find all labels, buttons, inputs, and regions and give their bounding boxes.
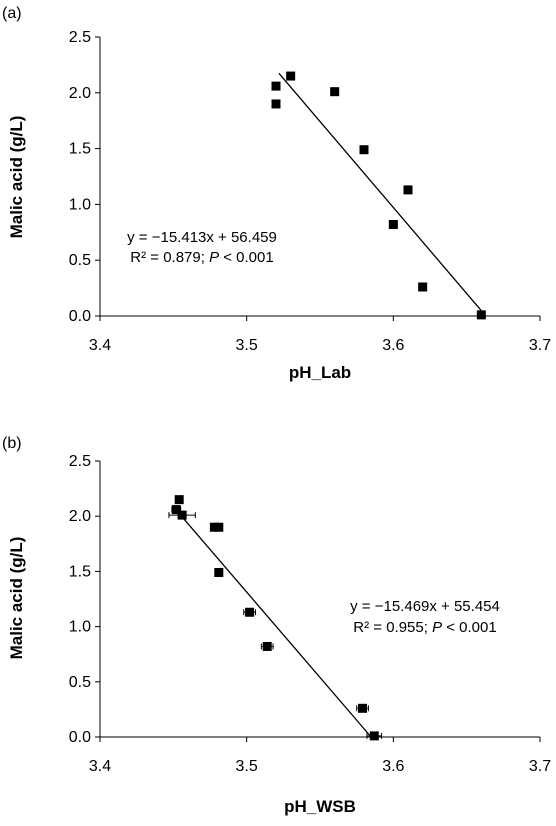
panel-a-y-tick-label: 2.5 bbox=[69, 29, 91, 46]
panel-a-x-tick-label: 3.5 bbox=[236, 337, 258, 354]
panel-a-data-point bbox=[286, 71, 296, 81]
panel-b-p-value: < 0.001 bbox=[442, 619, 497, 636]
panel-b-y-ticks: 0.0 0.5 1.0 1.5 2.0 2.5 bbox=[69, 453, 100, 746]
panel-a-x-tick-label: 3.6 bbox=[382, 337, 404, 354]
panel-b-data-point bbox=[358, 703, 368, 713]
panel-a-y-tick-label: 2.0 bbox=[69, 85, 91, 102]
panel-b-y-tick-label: 0.5 bbox=[69, 674, 91, 691]
panel-a-y-tick-label: 1.0 bbox=[69, 196, 91, 213]
panel-a-r2: R² = 0.879; bbox=[130, 249, 209, 266]
panel-b-data-point bbox=[369, 731, 379, 741]
panel-a-y-tick-label: 0.5 bbox=[69, 252, 91, 269]
panel-a-x-tick-label: 3.7 bbox=[529, 337, 551, 354]
panel-b-r2: R² = 0.955; bbox=[353, 619, 432, 636]
panel-a-data-point bbox=[271, 81, 281, 91]
panel-a-stats: R² = 0.879; P < 0.001 bbox=[130, 249, 273, 266]
panel-b-x-tick-label: 3.6 bbox=[382, 758, 404, 775]
panel-a-y-tick-label: 0.0 bbox=[69, 308, 91, 325]
panel-a-trendline bbox=[278, 72, 482, 312]
panel-a-data-point bbox=[388, 219, 398, 229]
panel-b-y-axis-label: Malic acid (g/L) bbox=[7, 537, 26, 660]
panel-a-p-label: P bbox=[209, 249, 219, 266]
panel-a-label: (a) bbox=[2, 5, 22, 22]
panel-b-y-tick-label: 1.5 bbox=[69, 563, 91, 580]
panel-b-data-point bbox=[245, 607, 255, 617]
panel-a-x-ticks: 3.4 3.5 3.6 3.7 bbox=[89, 316, 551, 354]
panel-b-x-ticks: 3.4 3.5 3.6 3.7 bbox=[89, 737, 551, 775]
panel-a-data-point bbox=[330, 87, 340, 97]
panel-b-x-tick-label: 3.7 bbox=[529, 758, 551, 775]
panel-b-trendline bbox=[181, 516, 372, 738]
panel-a-data-point bbox=[476, 310, 486, 320]
panel-a-data-point bbox=[418, 282, 428, 292]
panel-b-x-tick-label: 3.4 bbox=[89, 758, 111, 775]
panel-b-y-tick-label: 1.0 bbox=[69, 619, 91, 636]
panel-a-x-axis-label: pH_Lab bbox=[289, 363, 351, 382]
panel-b-x-tick-label: 3.5 bbox=[236, 758, 258, 775]
panel-b-data-point bbox=[171, 505, 181, 515]
panel-a-y-axis-label: Malic acid (g/L) bbox=[7, 116, 26, 239]
panel-b-p-label: P bbox=[432, 619, 442, 636]
panel-b-data-point bbox=[214, 522, 224, 532]
panel-b: (b) 0.0 0.5 1.0 1.5 2.0 2.5 3.4 3.5 3.6 3.7 Mali… bbox=[2, 435, 551, 816]
panel-a-y-tick-label: 1.5 bbox=[69, 141, 91, 158]
panel-a-data-point bbox=[271, 99, 281, 109]
panel-a-data-point bbox=[359, 145, 369, 155]
panel-a-p-value: < 0.001 bbox=[219, 249, 274, 266]
panel-a: (a) 0.0 0.5 1.0 1.5 2.0 2.5 3.4 3.5 3.6 3.7 Mali… bbox=[2, 5, 551, 382]
panel-b-points bbox=[168, 495, 383, 741]
panel-b-data-point bbox=[177, 510, 187, 520]
panel-b-equation: y = −15.469x + 55.454 bbox=[350, 598, 500, 615]
panel-b-label: (b) bbox=[2, 435, 22, 452]
panel-a-points bbox=[271, 71, 486, 320]
panel-b-stats: R² = 0.955; P < 0.001 bbox=[353, 619, 496, 636]
panel-b-y-tick-label: 2.0 bbox=[69, 508, 91, 525]
panel-a-equation: y = −15.413x + 56.459 bbox=[127, 229, 277, 246]
panel-b-data-point bbox=[174, 495, 184, 505]
panel-b-data-point bbox=[214, 568, 224, 578]
panel-b-y-tick-label: 2.5 bbox=[69, 453, 91, 470]
panel-a-data-point bbox=[403, 185, 413, 195]
panel-b-y-tick-label: 0.0 bbox=[69, 729, 91, 746]
panel-a-x-tick-label: 3.4 bbox=[89, 337, 111, 354]
panel-b-x-axis-label: pH_WSB bbox=[284, 797, 356, 816]
panel-b-data-point bbox=[262, 641, 272, 651]
panel-a-y-ticks: 0.0 0.5 1.0 1.5 2.0 2.5 bbox=[69, 29, 100, 325]
